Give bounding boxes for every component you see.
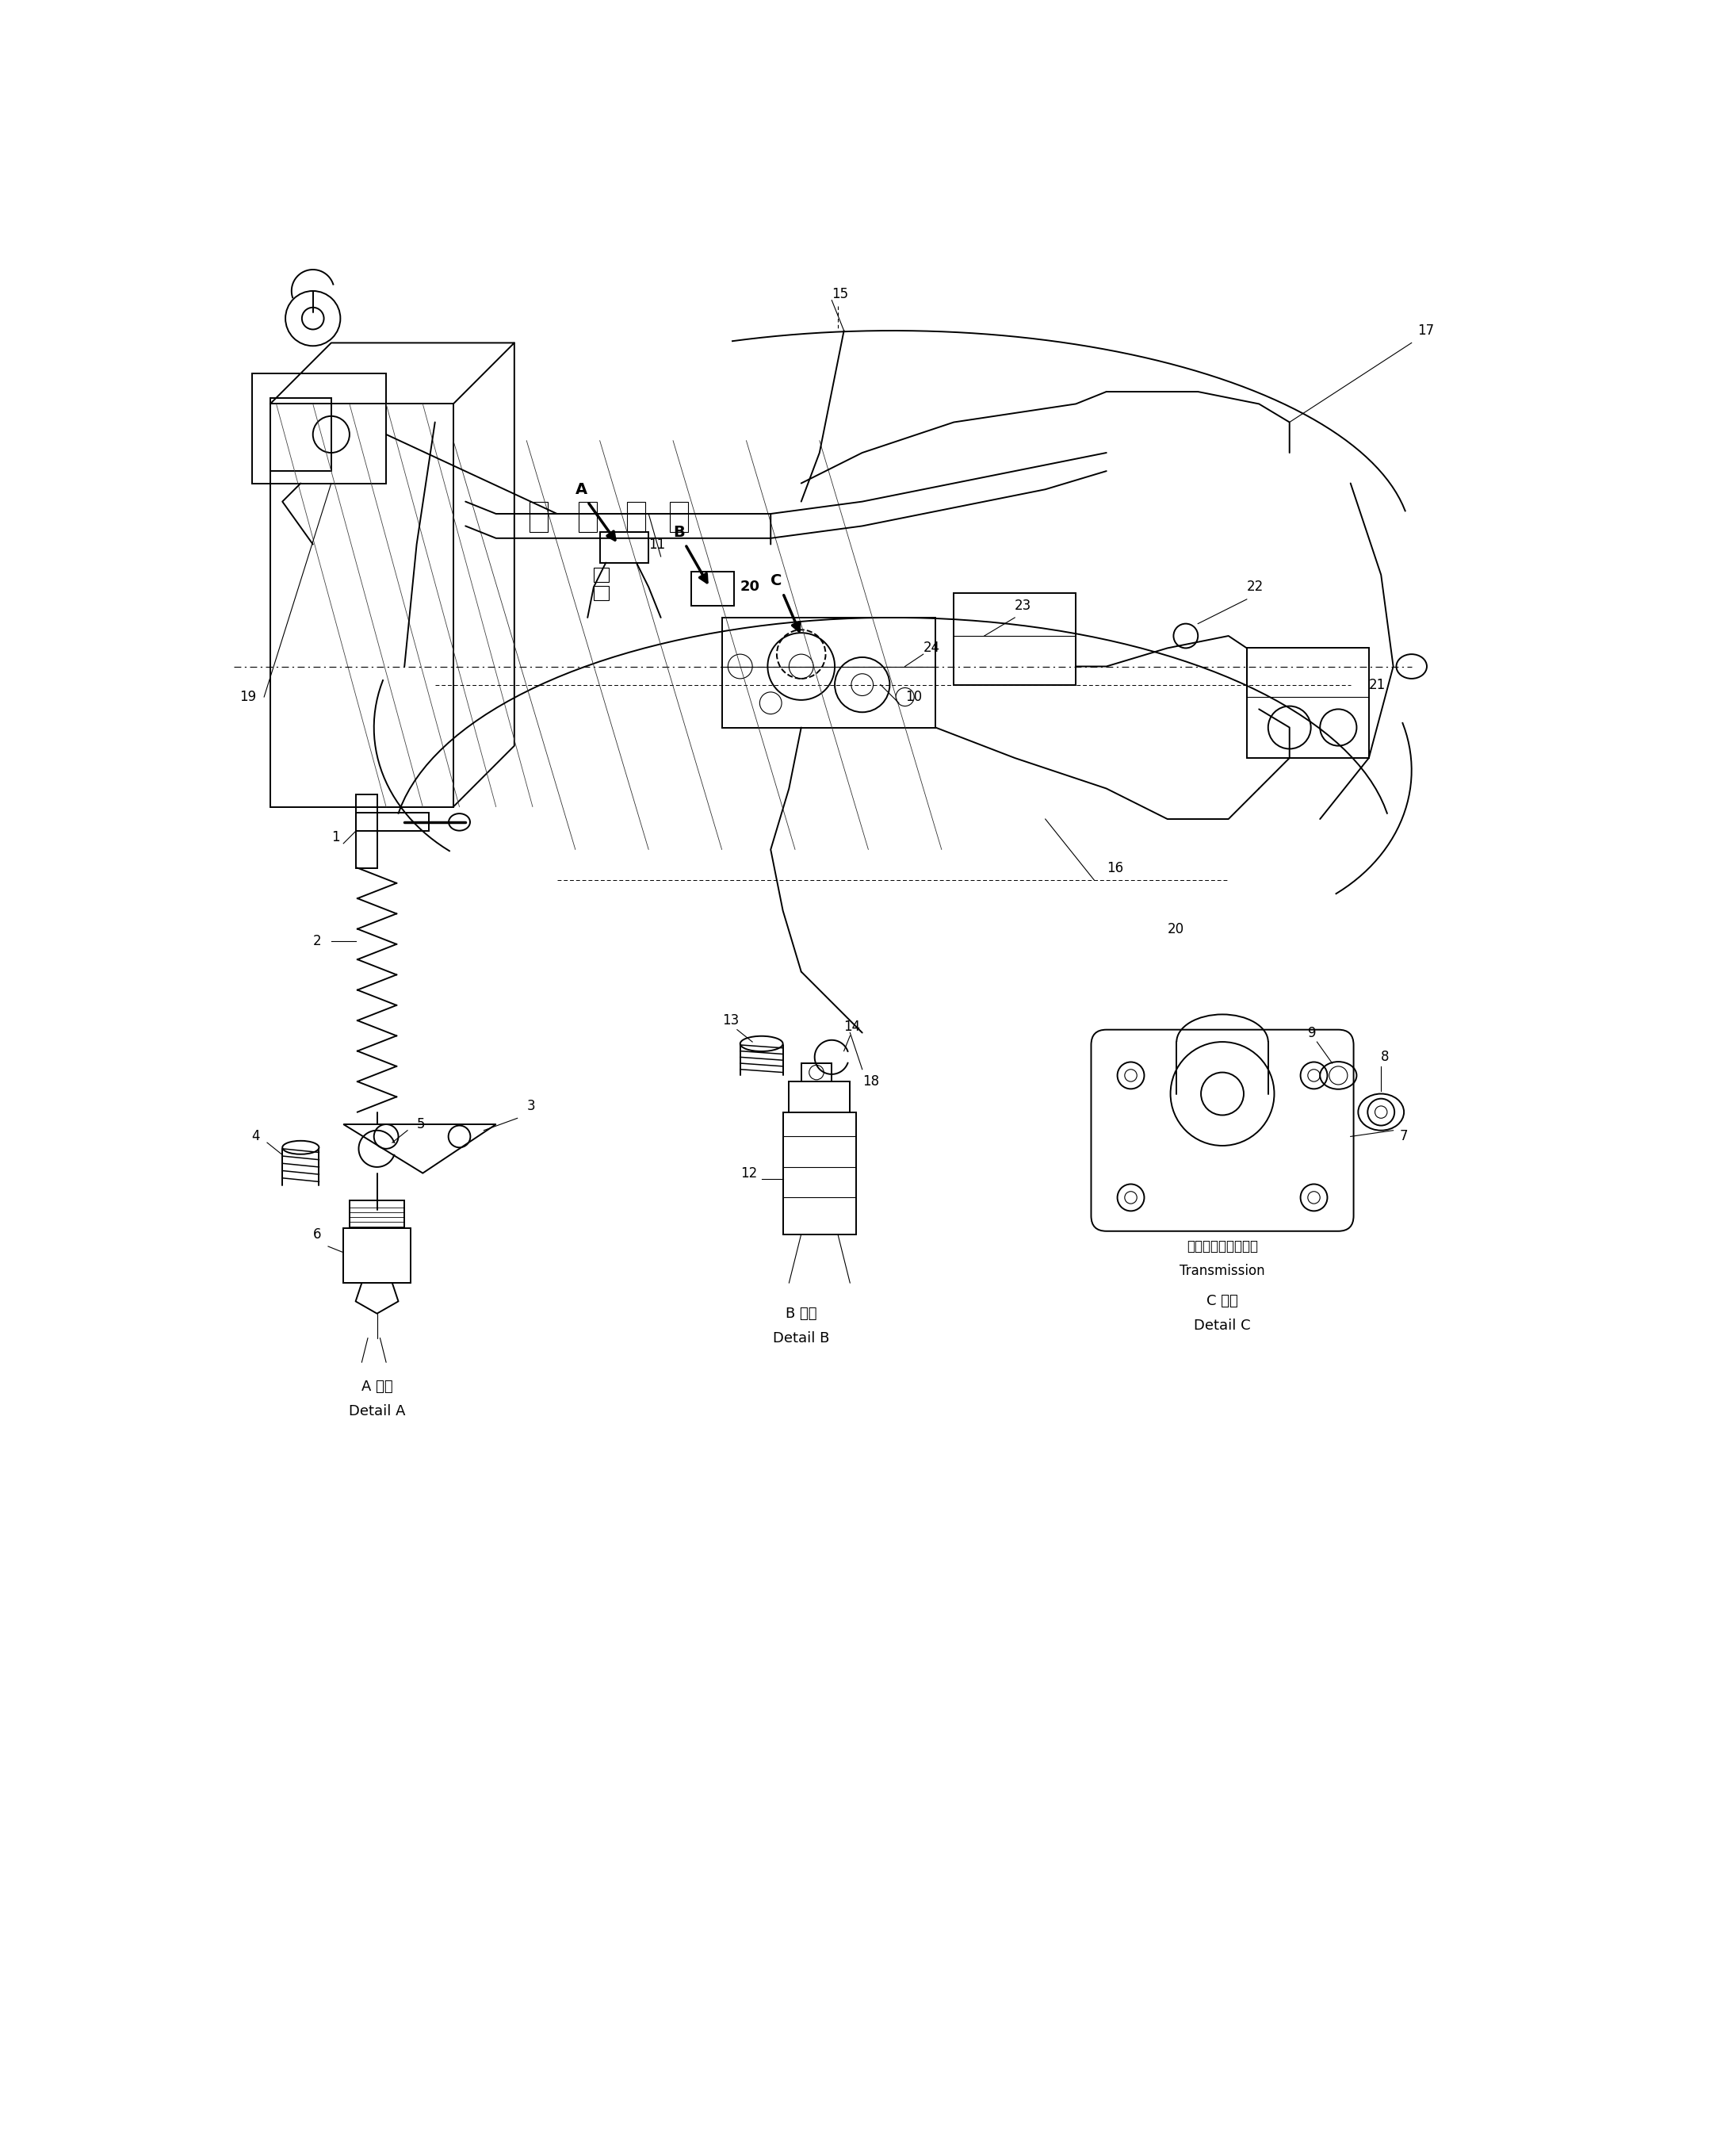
Text: 13: 13 — [722, 1013, 740, 1028]
Bar — [1246, 649, 1370, 759]
Bar — [788, 1082, 851, 1112]
Text: A: A — [575, 483, 587, 498]
Text: C: C — [771, 573, 783, 588]
Bar — [356, 812, 429, 832]
Bar — [802, 1062, 832, 1082]
Ellipse shape — [740, 1037, 783, 1052]
Bar — [722, 618, 936, 728]
Text: 11: 11 — [649, 537, 665, 552]
Text: 20: 20 — [740, 580, 760, 595]
Text: 21: 21 — [1370, 677, 1385, 692]
Bar — [953, 593, 1076, 685]
Text: 17: 17 — [1418, 323, 1434, 338]
Text: Transmission: Transmission — [1180, 1263, 1266, 1278]
Text: 9: 9 — [1307, 1026, 1316, 1041]
Text: 14: 14 — [844, 1019, 861, 1034]
Text: 4: 4 — [252, 1129, 260, 1144]
Bar — [599, 532, 649, 562]
Bar — [627, 502, 646, 532]
Text: 22: 22 — [1246, 580, 1264, 595]
Text: 1: 1 — [332, 830, 340, 845]
Bar — [356, 795, 377, 868]
Text: B: B — [674, 524, 684, 539]
Text: 15: 15 — [832, 287, 849, 302]
Bar — [252, 373, 385, 483]
Bar — [691, 571, 734, 606]
Bar — [594, 567, 609, 582]
Text: 23: 23 — [1016, 599, 1031, 612]
Ellipse shape — [283, 1140, 319, 1155]
Bar — [271, 399, 332, 472]
Text: 5: 5 — [417, 1116, 425, 1131]
Bar — [349, 1200, 404, 1228]
Text: 24: 24 — [924, 640, 939, 655]
Bar — [529, 502, 549, 532]
Ellipse shape — [448, 815, 470, 830]
Bar — [783, 1112, 856, 1235]
Text: Detail A: Detail A — [349, 1405, 404, 1418]
Text: 7: 7 — [1399, 1129, 1408, 1144]
Text: Detail C: Detail C — [1194, 1319, 1250, 1334]
Text: 19: 19 — [240, 690, 257, 705]
Bar — [344, 1228, 410, 1282]
Text: 2: 2 — [312, 933, 321, 948]
Bar — [594, 586, 609, 601]
Text: 8: 8 — [1382, 1049, 1389, 1065]
Text: 6: 6 — [312, 1226, 321, 1241]
Text: 3: 3 — [526, 1099, 535, 1114]
Text: 18: 18 — [863, 1075, 878, 1088]
Bar — [670, 502, 687, 532]
Bar — [578, 502, 597, 532]
Text: トランスミッション: トランスミッション — [1187, 1239, 1259, 1254]
Text: 10: 10 — [904, 690, 922, 705]
Text: C 詳細: C 詳細 — [1207, 1295, 1238, 1308]
Text: B 詳細: B 詳細 — [786, 1306, 818, 1321]
Text: Detail B: Detail B — [773, 1332, 830, 1345]
Text: A 詳細: A 詳細 — [361, 1379, 392, 1394]
Text: 20: 20 — [1167, 922, 1184, 935]
Text: 16: 16 — [1106, 860, 1123, 875]
Text: 12: 12 — [740, 1166, 757, 1181]
